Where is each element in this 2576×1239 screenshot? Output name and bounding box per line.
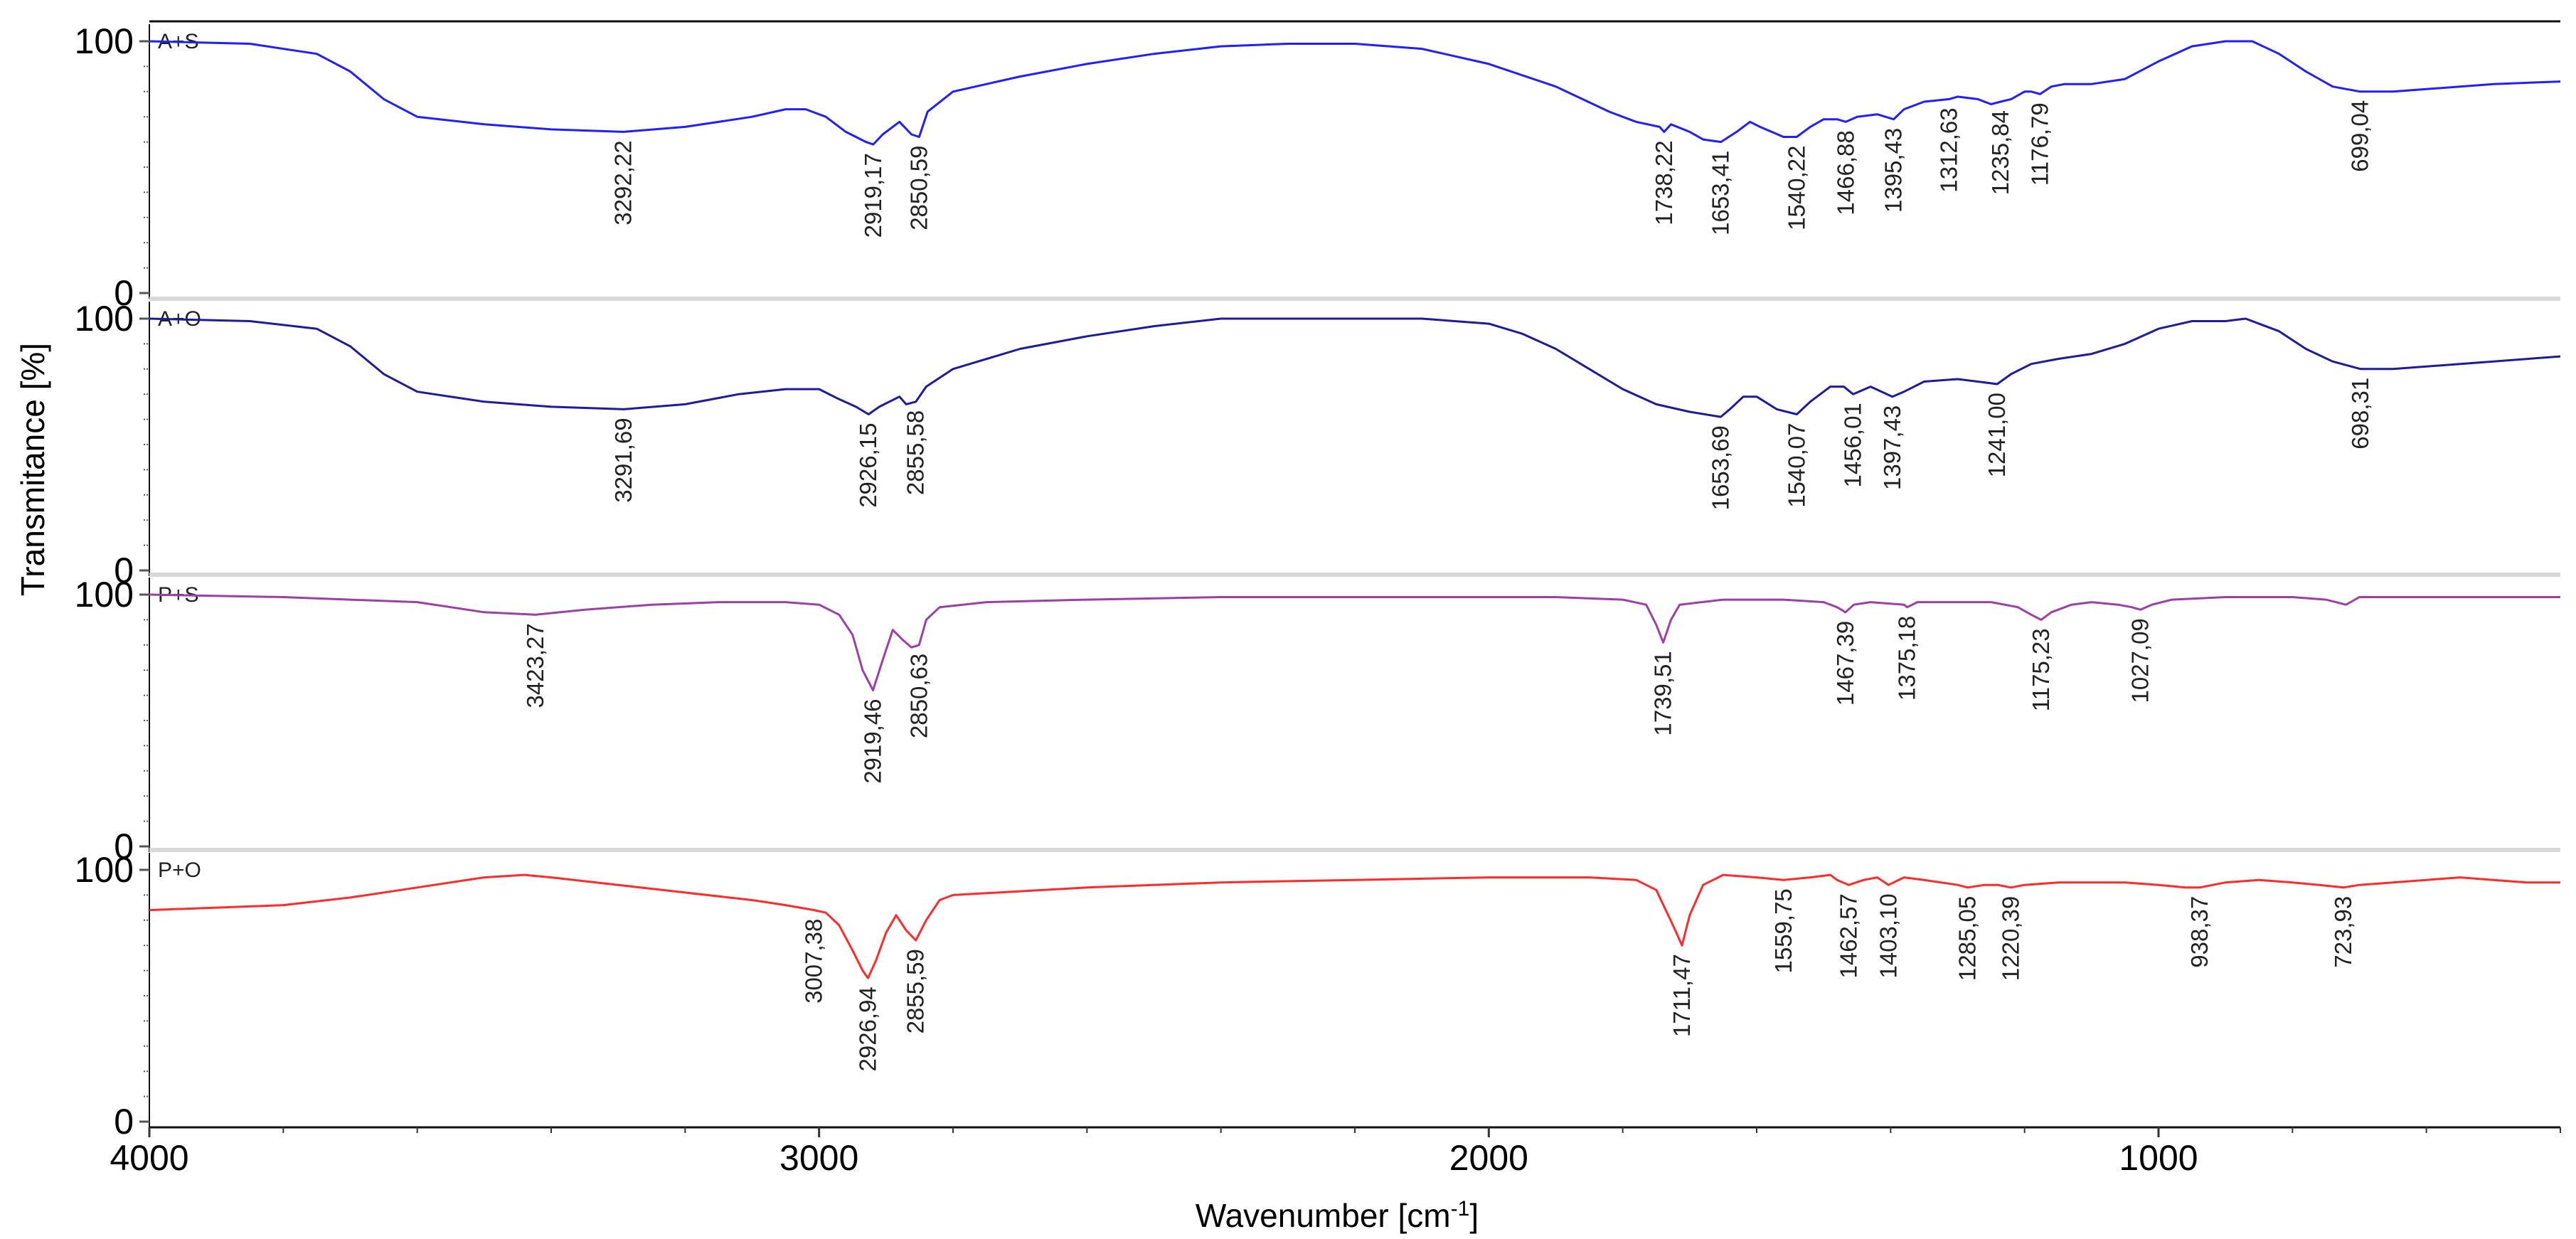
peak-label: 3007,38 — [801, 919, 827, 1004]
x-axis-title-close: ] — [1469, 1197, 1479, 1234]
peak-label: 1235,84 — [1987, 110, 2013, 195]
spectrum-line — [149, 40, 2561, 146]
peak-label: 938,37 — [2186, 896, 2213, 968]
peak-label: 1403,10 — [1875, 893, 1901, 978]
x-tick-label-2000: 2000 — [1449, 1138, 1528, 1178]
peak-label: 1467,39 — [1832, 621, 1858, 706]
peak-label: 3292,22 — [610, 140, 637, 225]
peak-label: 2926,15 — [855, 423, 881, 508]
axes-layer: 4000 3000 2000 1000 — [110, 20, 2561, 1178]
spectrum-line — [149, 317, 2561, 418]
peak-label: 1653,41 — [1708, 151, 1734, 235]
peak-label: 1027,09 — [2127, 618, 2154, 703]
panel-name-label: P+O — [158, 858, 201, 882]
peak-label: 1241,00 — [1984, 393, 2010, 477]
y-tick-label-100: 100 — [75, 575, 134, 615]
y-tick-label-100: 100 — [75, 299, 134, 339]
x-tick-label-1000: 1000 — [2119, 1138, 2198, 1178]
x-axis-title-sup: -1 — [1451, 1197, 1470, 1221]
y-tick-label-0: 0 — [114, 551, 134, 590]
peak-label: 3291,69 — [610, 418, 637, 502]
x-tick-label-4000: 4000 — [110, 1138, 188, 1178]
y-tick-label-0: 0 — [114, 1102, 134, 1142]
peak-label: 2919,17 — [860, 153, 886, 238]
peak-label: 1285,05 — [1954, 896, 1981, 981]
peak-label: 1559,75 — [1770, 888, 1797, 973]
peak-label: 1540,07 — [1783, 423, 1809, 508]
peak-label: 1462,57 — [1835, 893, 1861, 978]
peak-label: 1653,69 — [1707, 425, 1733, 510]
peak-label: 2926,94 — [855, 987, 881, 1071]
peak-label: 2850,59 — [905, 146, 932, 230]
y-tick-label-0: 0 — [114, 273, 134, 313]
y-tick-label-100: 100 — [75, 850, 134, 890]
peak-label: 699,04 — [2346, 100, 2373, 172]
y-tick-label-0: 0 — [114, 826, 134, 866]
x-tick-label-3000: 3000 — [779, 1138, 858, 1178]
peak-label: 1397,43 — [1879, 405, 1905, 490]
peak-label: 1540,22 — [1783, 146, 1809, 230]
peak-label: 1739,51 — [1650, 651, 1676, 735]
peak-label: 2855,59 — [903, 949, 929, 1033]
y-tick-label-100: 100 — [75, 21, 134, 61]
x-axis-title-main: Wavenumber [cm — [1196, 1197, 1451, 1234]
peak-label: 1220,39 — [1998, 896, 2024, 981]
peak-label: 1395,43 — [1880, 128, 1907, 213]
peak-label: 1375,18 — [1894, 616, 1920, 701]
peak-label: 3423,27 — [522, 623, 548, 708]
y-axis-title: Transmitance [%] — [14, 343, 51, 596]
panel-p-o: 100 0 P+O 3007,38 2926,94 2855,59 1711,47 1559,… — [75, 848, 2560, 1142]
peak-label: 698,31 — [2347, 378, 2373, 450]
x-axis-title: Wavenumber [cm-1] — [1196, 1197, 1479, 1234]
spectrum-line — [149, 593, 2560, 691]
peak-label: 1466,88 — [1832, 130, 1858, 215]
peak-label: 1456,01 — [1840, 403, 1866, 487]
peak-label: 723,93 — [2330, 896, 2356, 968]
peak-label: 1176,79 — [2027, 102, 2053, 186]
peak-label: 1175,23 — [2028, 628, 2054, 711]
spectrum-line — [149, 873, 2560, 979]
peak-label: 1312,63 — [1936, 107, 1962, 192]
peak-label: 1738,22 — [1651, 140, 1677, 225]
peak-label: 2919,46 — [860, 699, 886, 784]
peak-label: 2850,63 — [905, 654, 932, 738]
peak-label: 1711,47 — [1668, 954, 1695, 1037]
peak-label: 2855,58 — [903, 410, 929, 495]
